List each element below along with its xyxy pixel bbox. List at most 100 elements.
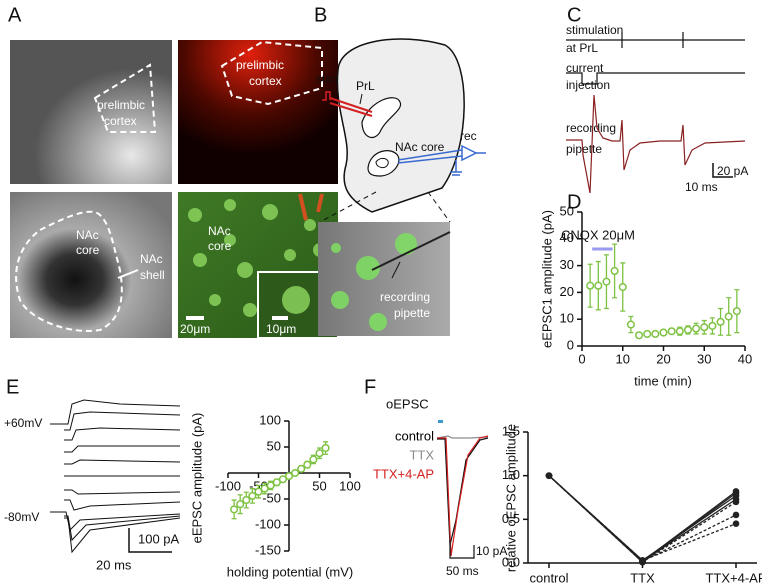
label: NAc core: [395, 140, 445, 154]
point: [708, 321, 717, 330]
image-label: NAc: [76, 228, 99, 242]
pipette: [371, 231, 451, 271]
iv-traces: [50, 399, 181, 554]
point: [639, 557, 646, 564]
y-axis-label: eEPSC amplitude (pA): [189, 413, 204, 544]
trace-title: oEPSC: [386, 396, 429, 411]
outline: [15, 210, 123, 332]
point: [700, 323, 709, 332]
row-label: pipette: [566, 142, 602, 156]
point: [278, 475, 287, 484]
scale-label: 20 pA: [717, 164, 748, 178]
image-label: recording: [380, 290, 430, 304]
fiber: [298, 193, 324, 221]
point: [230, 505, 239, 514]
arrow: [117, 269, 139, 279]
series-line: [548, 475, 737, 563]
point: [284, 472, 294, 481]
y-axis-label: eEPSC1 amplitude (pA): [539, 210, 554, 348]
y-tick-label: 50: [560, 203, 574, 218]
point: [309, 455, 318, 464]
label: PrL: [356, 79, 375, 93]
cells: [188, 199, 327, 317]
label: stim: [316, 72, 338, 86]
cells: [331, 233, 417, 331]
point: [675, 327, 684, 336]
light-pulse: [438, 420, 443, 423]
legend-entry: TTX: [409, 447, 434, 462]
recording-trace: [566, 94, 746, 194]
panel-label: C: [567, 4, 581, 26]
x-axis-label: time (min): [634, 373, 692, 388]
image-label: prelimbic: [97, 98, 145, 112]
image-label: NAc: [208, 224, 231, 238]
point: [635, 331, 644, 340]
micrograph: [10, 40, 172, 184]
y-axis-label: relative oEPSC amplitude: [503, 424, 518, 572]
point: [291, 468, 300, 478]
point: [315, 449, 324, 458]
point: [545, 472, 553, 479]
point: [242, 495, 251, 505]
scale-bar: [128, 528, 172, 553]
image-label: core: [208, 239, 232, 253]
point: [667, 327, 676, 336]
image-label: pipette: [394, 306, 430, 320]
image-label: cortex: [249, 74, 282, 88]
y-tick-label: 100: [259, 412, 281, 427]
x-tick-label: 30: [697, 351, 711, 366]
point: [266, 481, 275, 490]
y-tick-label: 0: [567, 337, 574, 352]
panel-label: F: [364, 376, 376, 398]
point: [692, 324, 701, 333]
panel-label: B: [314, 4, 327, 26]
series-line: [548, 475, 737, 563]
point: [683, 325, 693, 334]
brain-section: [336, 38, 465, 213]
row-label: recording: [566, 121, 616, 135]
y-tick-label: 1.5: [502, 423, 520, 438]
point: [321, 443, 330, 453]
scale-bar: [449, 540, 475, 559]
micrograph: [10, 192, 172, 338]
panel-label: E: [6, 376, 19, 398]
x-tick-label: 50: [312, 478, 326, 493]
y-tick-label: 20: [560, 284, 574, 299]
point: [724, 312, 733, 321]
scale-label: 20μm: [180, 322, 210, 336]
scale-bar: [712, 163, 733, 178]
x-tick-label: control: [529, 570, 568, 584]
point: [732, 307, 741, 316]
point: [618, 282, 627, 292]
pointer: [359, 93, 363, 105]
zoom-lines: [319, 191, 451, 223]
x-tick-label: 40: [738, 351, 752, 366]
scale-label: 10μm: [266, 322, 296, 336]
image-label: shell: [140, 268, 165, 282]
pointer: [391, 261, 401, 279]
scale-label: 10 ms: [685, 180, 718, 194]
current-trace: [566, 72, 745, 85]
image-label: NAc: [140, 252, 163, 266]
row-label: at PrL: [566, 41, 598, 55]
x-tick-label: TTX: [630, 570, 655, 584]
y-tick-label: -100: [255, 516, 281, 531]
point: [260, 484, 269, 493]
point: [594, 281, 603, 290]
electrode: [329, 97, 373, 117]
point: [610, 266, 619, 276]
row-label: current: [566, 61, 604, 75]
trace: [436, 435, 489, 439]
region: [361, 97, 402, 139]
y-tick-label: 0.5: [502, 511, 520, 526]
x-tick-label: -100: [215, 478, 241, 493]
row-label: injection: [566, 78, 610, 92]
stim-trace: [566, 32, 745, 48]
trace: [437, 437, 489, 546]
point: [303, 460, 312, 469]
outline: [220, 40, 323, 106]
point: [586, 281, 595, 290]
label: rec: [460, 129, 477, 143]
scale-label: 20 ms: [96, 557, 132, 572]
